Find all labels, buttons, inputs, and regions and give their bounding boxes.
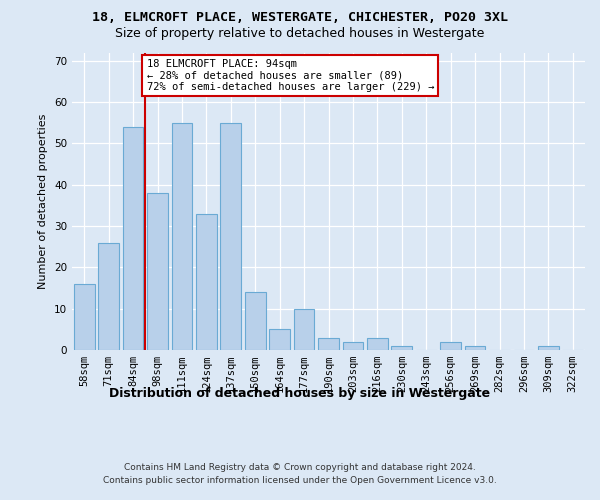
Text: 18 ELMCROFT PLACE: 94sqm
← 28% of detached houses are smaller (89)
72% of semi-d: 18 ELMCROFT PLACE: 94sqm ← 28% of detach…	[146, 58, 434, 92]
Bar	[318, 338, 339, 350]
Y-axis label: Number of detached properties: Number of detached properties	[38, 114, 49, 289]
Text: Size of property relative to detached houses in Westergate: Size of property relative to detached ho…	[115, 27, 485, 40]
Bar	[98, 242, 119, 350]
Text: Distribution of detached houses by size in Westergate: Distribution of detached houses by size …	[109, 388, 491, 400]
Bar	[293, 308, 314, 350]
Bar	[245, 292, 266, 350]
Bar	[464, 346, 485, 350]
Bar	[220, 122, 241, 350]
Bar	[147, 193, 168, 350]
Text: Contains HM Land Registry data © Crown copyright and database right 2024.: Contains HM Land Registry data © Crown c…	[124, 462, 476, 471]
Bar	[172, 122, 193, 350]
Bar	[440, 342, 461, 350]
Text: Contains public sector information licensed under the Open Government Licence v3: Contains public sector information licen…	[103, 476, 497, 485]
Bar	[269, 330, 290, 350]
Bar	[538, 346, 559, 350]
Bar	[391, 346, 412, 350]
Bar	[74, 284, 95, 350]
Bar	[122, 127, 143, 350]
Bar	[196, 214, 217, 350]
Text: 18, ELMCROFT PLACE, WESTERGATE, CHICHESTER, PO20 3XL: 18, ELMCROFT PLACE, WESTERGATE, CHICHEST…	[92, 11, 508, 24]
Bar	[343, 342, 364, 350]
Bar	[367, 338, 388, 350]
